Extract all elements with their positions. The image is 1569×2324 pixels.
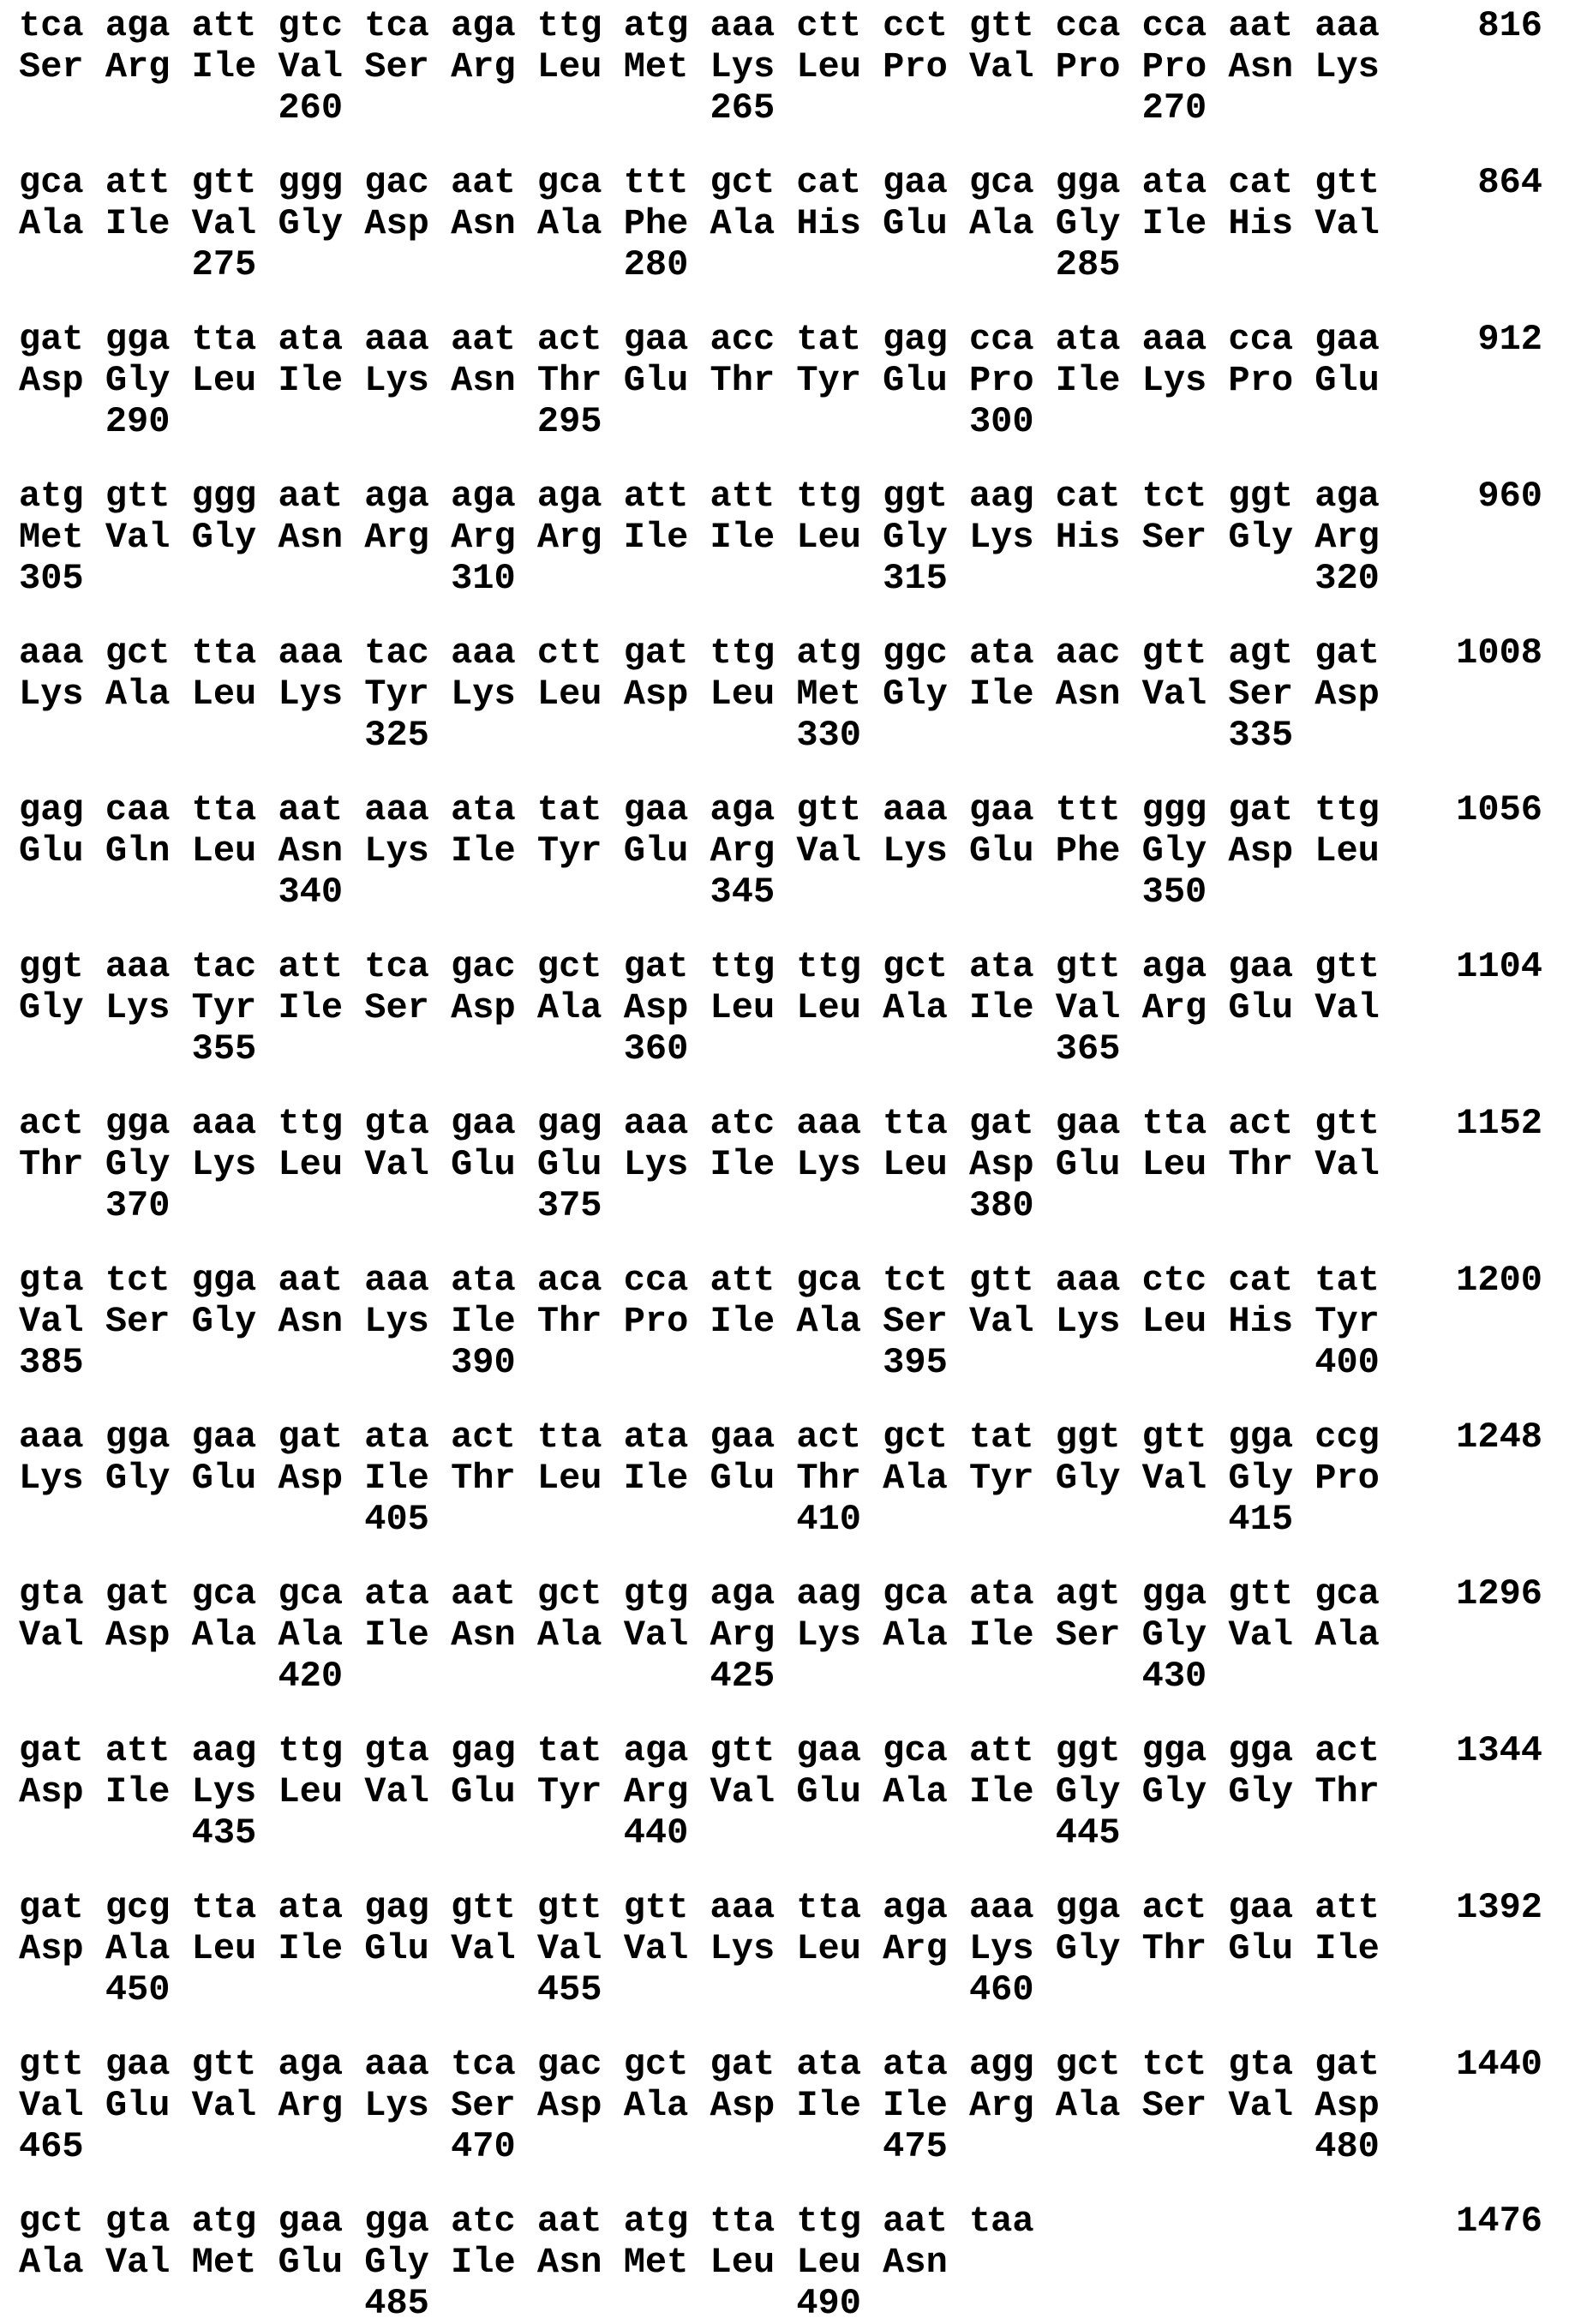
amino-acid-line: Asp Ala Leu Ile Glu Val Val Val Lys Leu …	[19, 1928, 1380, 1969]
dna-codon-line: aaa gct tta aaa tac aaa ctt gat ttg atg …	[19, 632, 1380, 674]
residue-number-line: 450 455 460	[19, 1969, 1034, 2010]
sequence-block: 960 atg gtt ggg aat aga aga aga att att …	[19, 476, 1569, 599]
amino-acid-line: Met Val Gly Asn Arg Arg Arg Ile Ile Leu …	[19, 517, 1380, 558]
nucleotide-count: 1008	[1456, 632, 1542, 674]
residue-number-line: 340 345 350	[19, 872, 1207, 913]
amino-acid-line: Ala Val Met Glu Gly Ile Asn Met Leu Leu …	[19, 2242, 948, 2283]
amino-acid-line: Asp Ile Lys Leu Val Glu Tyr Arg Val Glu …	[19, 1771, 1380, 1812]
nucleotide-count: 960	[1477, 476, 1542, 517]
amino-acid-line: Gly Lys Tyr Ile Ser Asp Ala Asp Leu Leu …	[19, 987, 1380, 1028]
sequence-block: 1104 ggt aaa tac att tca gac gct gat ttg…	[19, 946, 1569, 1069]
sequence-block: 1344 gat att aag ttg gta gag tat aga gtt…	[19, 1730, 1569, 1854]
amino-acid-line: Val Asp Ala Ala Ile Asn Ala Val Arg Lys …	[19, 1614, 1380, 1656]
nucleotide-count: 1476	[1456, 2201, 1542, 2242]
dna-codon-line: gta gat gca gca ata aat gct gtg aga aag …	[19, 1573, 1380, 1614]
sequence-block: 1296 gta gat gca gca ata aat gct gtg aga…	[19, 1573, 1569, 1697]
dna-codon-line: aaa gga gaa gat ata act tta ata gaa act …	[19, 1417, 1380, 1458]
amino-acid-line: Lys Gly Glu Asp Ile Thr Leu Ile Glu Thr …	[19, 1458, 1380, 1499]
amino-acid-line: Val Ser Gly Asn Lys Ile Thr Pro Ile Ala …	[19, 1301, 1380, 1342]
sequence-block: 1056 gag caa tta aat aaa ata tat gaa aga…	[19, 789, 1569, 913]
dna-codon-line: ggt aaa tac att tca gac gct gat ttg ttg …	[19, 946, 1380, 987]
nucleotide-count: 1344	[1456, 1730, 1542, 1771]
nucleotide-count: 1392	[1456, 1887, 1542, 1928]
residue-number-line: 385 390 395 400	[19, 1342, 1380, 1383]
dna-codon-line: gtt gaa gtt aga aaa tca gac gct gat ata …	[19, 2044, 1380, 2085]
residue-number-line: 355 360 365	[19, 1028, 1121, 1069]
residue-number-line: 435 440 445	[19, 1812, 1121, 1854]
residue-number-line: 420 425 430	[19, 1656, 1207, 1697]
residue-number-line: 465 470 475 480	[19, 2126, 1380, 2167]
dna-codon-line: gat gga tta ata aaa aat act gaa acc tat …	[19, 319, 1380, 360]
residue-number-line: 325 330 335	[19, 715, 1294, 756]
dna-codon-line: atg gtt ggg aat aga aga aga att att ttg …	[19, 476, 1380, 517]
sequence-block: 864 gca att gtt ggg gac aat gca ttt gct …	[19, 162, 1569, 285]
amino-acid-line: Ser Arg Ile Val Ser Arg Leu Met Lys Leu …	[19, 46, 1380, 87]
nucleotide-count: 1200	[1456, 1260, 1542, 1301]
dna-codon-line: gat gcg tta ata gag gtt gtt gtt aaa tta …	[19, 1887, 1380, 1928]
amino-acid-line: Thr Gly Lys Leu Val Glu Glu Lys Ile Lys …	[19, 1144, 1380, 1185]
amino-acid-line: Val Glu Val Arg Lys Ser Asp Ala Asp Ile …	[19, 2085, 1380, 2126]
dna-codon-line: gta tct gga aat aaa ata aca cca att gca …	[19, 1260, 1380, 1301]
dna-codon-line: gct gta atg gaa gga atc aat atg tta ttg …	[19, 2201, 1034, 2242]
residue-number-line: 260 265 270	[19, 87, 1207, 129]
amino-acid-line: Glu Gln Leu Asn Lys Ile Tyr Glu Arg Val …	[19, 830, 1380, 872]
nucleotide-count: 864	[1477, 162, 1542, 203]
nucleotide-count: 1440	[1456, 2044, 1542, 2085]
sequence-block: 1476 gct gta atg gaa gga atc aat atg tta…	[19, 2201, 1569, 2324]
dna-codon-line: gat att aag ttg gta gag tat aga gtt gaa …	[19, 1730, 1380, 1771]
nucleotide-count: 1248	[1456, 1417, 1542, 1458]
sequence-block: 1200 gta tct gga aat aaa ata aca cca att…	[19, 1260, 1569, 1383]
residue-number-line: 370 375 380	[19, 1185, 1034, 1226]
amino-acid-line: Ala Ile Val Gly Asp Asn Ala Phe Ala His …	[19, 203, 1380, 244]
sequence-block: 1440 gtt gaa gtt aga aaa tca gac gct gat…	[19, 2044, 1569, 2167]
residue-number-line: 275 280 285	[19, 244, 1121, 285]
nucleotide-count: 1152	[1456, 1103, 1542, 1144]
dna-codon-line: tca aga att gtc tca aga ttg atg aaa ctt …	[19, 5, 1380, 46]
dna-codon-line: act gga aaa ttg gta gaa gag aaa atc aaa …	[19, 1103, 1380, 1144]
dna-codon-line: gca att gtt ggg gac aat gca ttt gct cat …	[19, 162, 1380, 203]
sequence-block: 816 tca aga att gtc tca aga ttg atg aaa …	[19, 5, 1569, 129]
amino-acid-line: Asp Gly Leu Ile Lys Asn Thr Glu Thr Tyr …	[19, 360, 1380, 401]
sequence-block: 1008 aaa gct tta aaa tac aaa ctt gat ttg…	[19, 632, 1569, 756]
amino-acid-line: Lys Ala Leu Lys Tyr Lys Leu Asp Leu Met …	[19, 674, 1380, 715]
nucleotide-count: 1104	[1456, 946, 1542, 987]
nucleotide-count: 912	[1477, 319, 1542, 360]
sequence-block: 1152 act gga aaa ttg gta gaa gag aaa atc…	[19, 1103, 1569, 1226]
nucleotide-count: 816	[1477, 5, 1542, 46]
residue-number-line: 405 410 415	[19, 1499, 1294, 1540]
nucleotide-count: 1296	[1456, 1573, 1542, 1614]
residue-number-line: 290 295 300	[19, 401, 1034, 442]
residue-number-line: 305 310 315 320	[19, 558, 1380, 599]
sequence-block: 912 gat gga tta ata aaa aat act gaa acc …	[19, 319, 1569, 442]
sequence-block: 1248 aaa gga gaa gat ata act tta ata gaa…	[19, 1417, 1569, 1540]
sequence-block: 1392 gat gcg tta ata gag gtt gtt gtt aaa…	[19, 1887, 1569, 2010]
dna-codon-line: gag caa tta aat aaa ata tat gaa aga gtt …	[19, 789, 1380, 830]
nucleotide-count: 1056	[1456, 789, 1542, 830]
residue-number-line: 485 490	[19, 2283, 861, 2324]
